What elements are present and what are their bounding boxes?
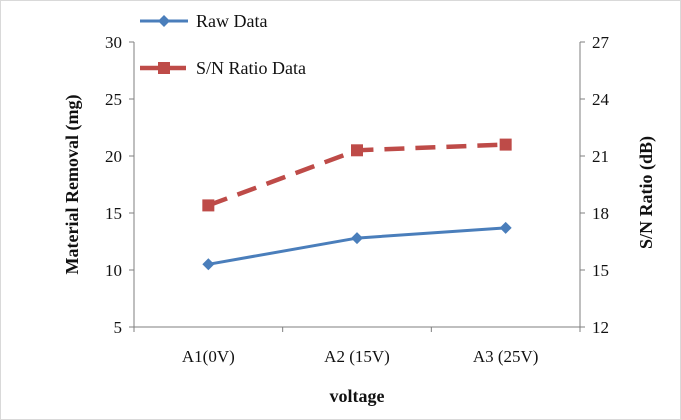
y2-tick-label: 27 — [592, 33, 610, 52]
data-point — [499, 138, 512, 151]
data-point — [351, 232, 363, 245]
data-point — [202, 258, 215, 271]
y-tick-label: 30 — [105, 33, 122, 52]
y2-tick-label: 21 — [592, 147, 609, 166]
y2-tick-label: 15 — [592, 261, 609, 280]
y2-tick-label: 12 — [592, 318, 609, 337]
legend-label: S/N Ratio Data — [196, 58, 306, 78]
y-tick-label: 15 — [105, 204, 122, 223]
x-axis-title: voltage — [330, 386, 385, 406]
data-point — [351, 144, 363, 157]
legend-marker — [158, 15, 170, 27]
y2-axis-title: S/N Ratio (dB) — [636, 136, 657, 249]
y-tick-label: 20 — [105, 147, 122, 166]
x-tick-label: A3 (25V) — [473, 347, 539, 366]
series-group — [202, 138, 512, 271]
y-axis-title: Material Removal (mg) — [62, 95, 83, 275]
data-point — [202, 199, 215, 212]
y-tick-label: 5 — [114, 318, 123, 337]
x-tick-label: A2 (15V) — [324, 347, 390, 366]
y-tick-label: 25 — [105, 90, 122, 109]
x-tick-label: A1(0V) — [182, 347, 235, 366]
y2-tick-label: 18 — [592, 204, 609, 223]
y-tick-label: 10 — [105, 261, 122, 280]
data-point — [499, 221, 512, 234]
y2-tick-label: 24 — [592, 90, 610, 109]
axes-group: 5 10 15 20 25 30 12 15 18 21 24 27 A1(0V) A2 (15V) A3 … — [105, 33, 610, 366]
legend-marker — [158, 62, 170, 74]
legend: Raw Data S/N Ratio Data — [140, 11, 306, 78]
legend-label: Raw Data — [196, 11, 267, 31]
